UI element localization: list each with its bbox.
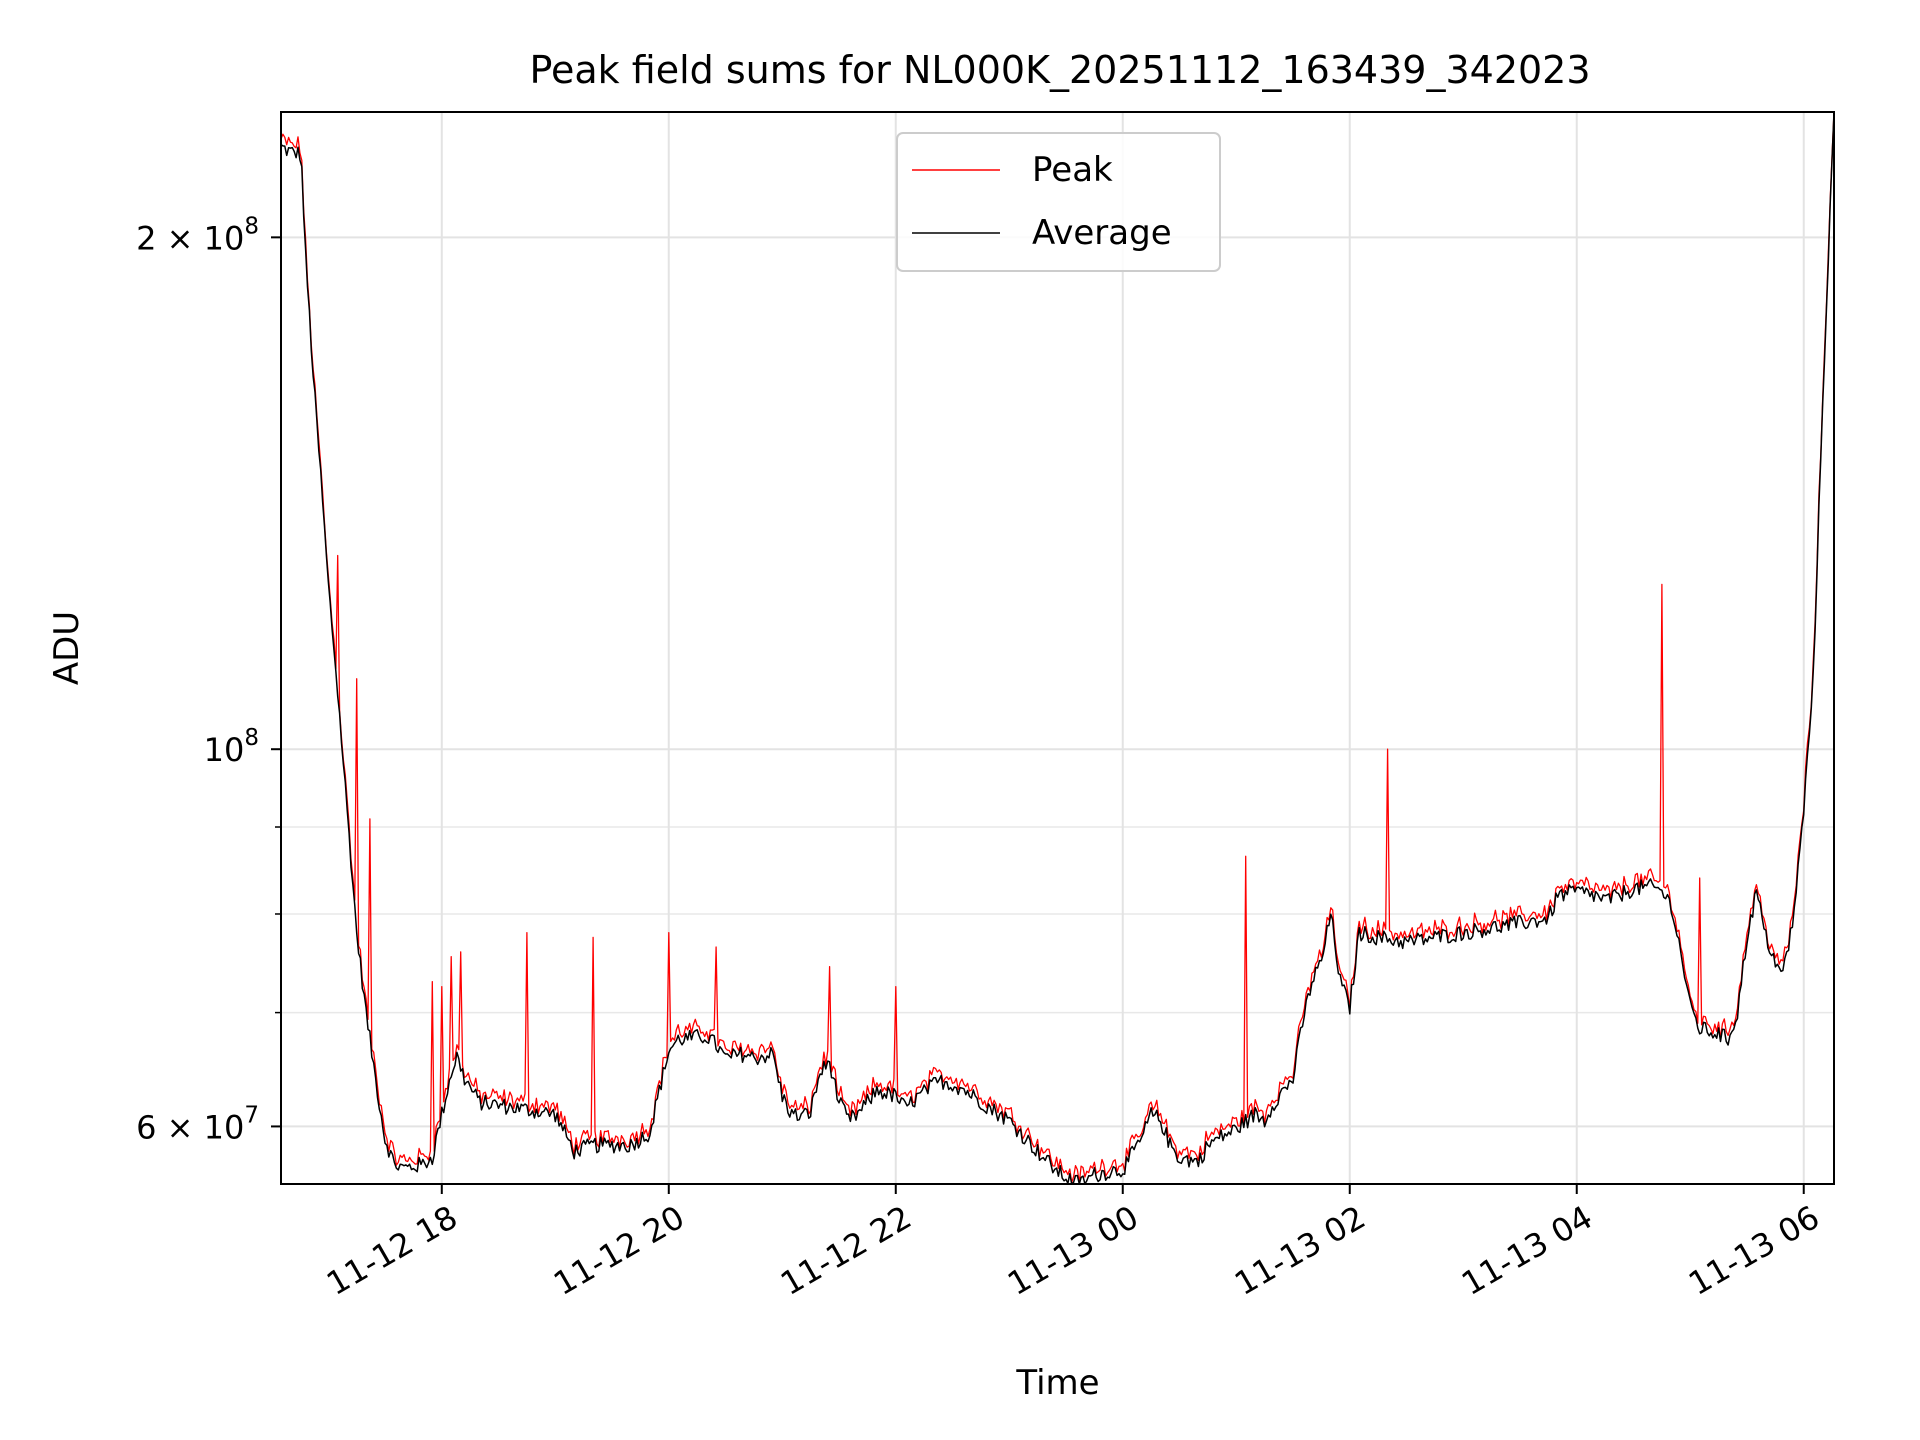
y-tick-label: 108 (204, 725, 259, 769)
series-line-peak (280, 111, 1835, 1184)
plot-frame (280, 111, 1835, 1185)
y-tick-label: 6 × 107 (136, 1102, 259, 1146)
y-tick-label: 2 × 108 (136, 213, 259, 257)
legend-box (896, 132, 1221, 272)
series-line-average (280, 111, 1835, 1185)
legend-label-average: Average (1032, 213, 1172, 253)
chart-title: Peak field sums for NL000K_20251112_1634… (529, 48, 1590, 92)
y-axis: 6 × 107 108 2 × 108 (136, 213, 281, 1146)
legend-label-peak: Peak (1032, 150, 1113, 190)
y-axis-label: ADU (47, 611, 87, 685)
x-axis-label: Time (1015, 1363, 1099, 1403)
plot-area (280, 111, 1835, 1185)
legend: Peak Average (896, 132, 1221, 272)
